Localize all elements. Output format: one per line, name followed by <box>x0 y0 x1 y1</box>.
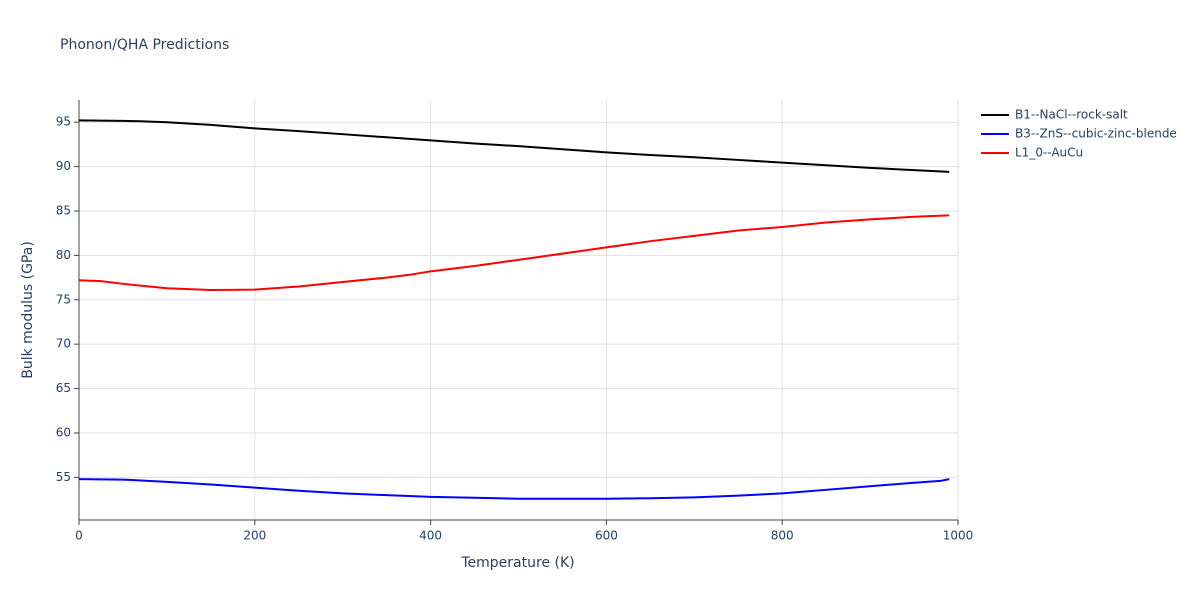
series-line <box>78 119 950 173</box>
y-tick-label: 90 <box>56 159 71 173</box>
series-line <box>78 478 950 500</box>
legend-label: B3--ZnS--cubic-zinc-blende <box>1015 127 1177 141</box>
y-tick-label: 85 <box>56 203 71 217</box>
y-axis-label: Bulk modulus (GPa) <box>20 241 36 379</box>
x-tick-label: 1000 <box>943 529 974 543</box>
y-tick-label: 60 <box>56 425 71 439</box>
x-tick-label: 0 <box>75 529 83 543</box>
x-axis-label: Temperature (K) <box>460 555 574 571</box>
y-tick-label: 80 <box>56 248 71 262</box>
x-tick-label: 600 <box>595 529 618 543</box>
y-tick-label: 65 <box>56 381 71 395</box>
y-tick-label: 95 <box>56 115 71 129</box>
x-tick-label: 200 <box>243 529 266 543</box>
legend-label: B1--NaCl--rock-salt <box>1015 108 1128 122</box>
y-tick-label: 70 <box>56 337 71 351</box>
series-line <box>78 214 950 292</box>
y-tick-label: 75 <box>56 292 71 306</box>
y-tick-label: 55 <box>56 470 71 484</box>
x-tick-label: 800 <box>771 529 794 543</box>
chart-title: Phonon/QHA Predictions <box>60 37 229 53</box>
x-tick-label: 400 <box>419 529 442 543</box>
legend-label: L1_0--AuCu <box>1015 146 1083 160</box>
